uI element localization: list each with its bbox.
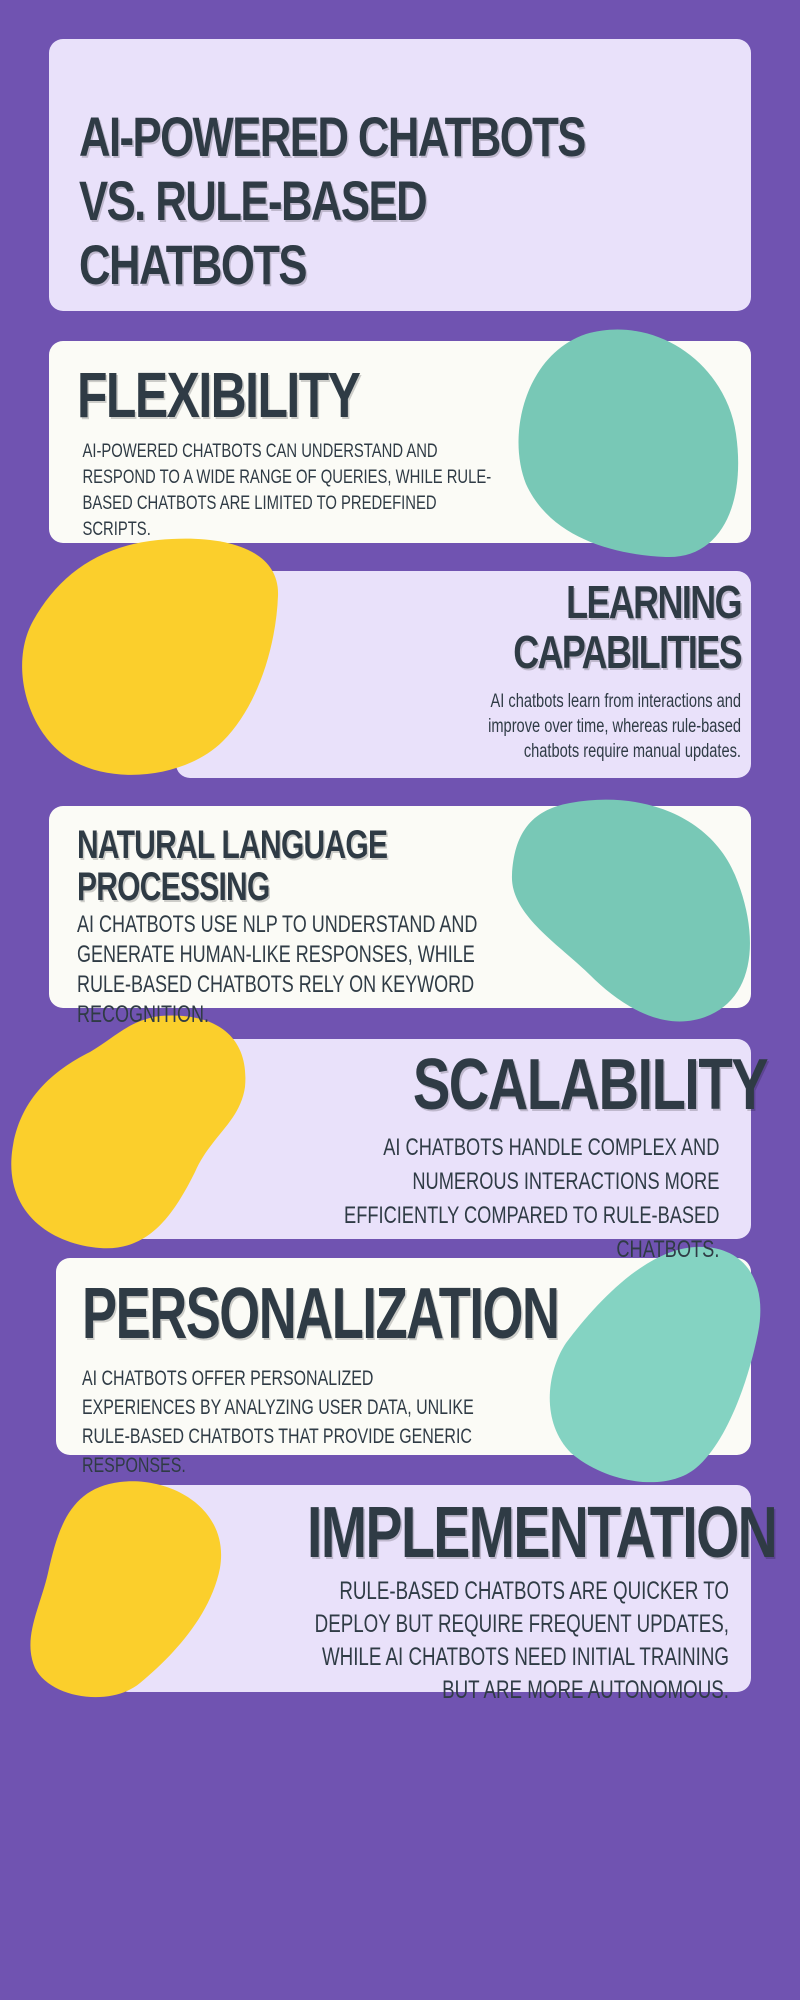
implementation-heading: IMPLEMENTATION [307,1493,778,1573]
implementation-text: RULE-BASED CHATBOTS ARE QUICKER TO DEPLO… [314,1577,729,1704]
yellow-blob [22,538,279,775]
learning-card: LEARNING CAPABILITIES AI chatbots learn … [176,571,751,778]
flexibility-text: AI-POWERED CHATBOTS CAN UNDERSTAND AND R… [82,441,492,540]
scalability-content: SCALABILITY AI CHATBOTS HANDLE COMPLEX A… [167,1049,769,1267]
nlp-card: NATURAL LANGUAGE PROCESSING AI CHATBOTS … [49,806,751,1028]
scalability-heading: SCALABILITY [412,1045,769,1125]
scalability-card: SCALABILITY AI CHATBOTS HANDLE COMPLEX A… [115,1039,769,1263]
teal-blob [511,799,750,1022]
teal-blob [549,1246,761,1483]
implementation-content: IMPLEMENTATION RULE-BASED CHATBOTS ARE Q… [169,1497,778,1707]
flexibility-heading: FLEXIBILITY [77,359,361,431]
learning-content: LEARNING CAPABILITIES AI chatbots learn … [241,576,742,764]
personalization-content: PERSONALIZATION AI CHATBOTS OFFER PERSON… [82,1278,642,1480]
flexibility-card: FLEXIBILITY AI-POWERED CHATBOTS CAN UNDE… [49,341,751,543]
nlp-heading: NATURAL LANGUAGE PROCESSING [77,823,388,909]
nlp-content: NATURAL LANGUAGE PROCESSING AI CHATBOTS … [77,824,637,1030]
learning-heading: LEARNING CAPABILITIES [513,576,742,678]
personalization-heading: PERSONALIZATION [82,1274,560,1354]
yellow-blob [30,1481,222,1698]
learning-text: AI chatbots learn from interactions and … [488,691,741,762]
personalization-text: AI CHATBOTS OFFER PERSONALIZED EXPERIENC… [82,1367,474,1477]
yellow-blob [11,1015,246,1249]
flexibility-content: FLEXIBILITY AI-POWERED CHATBOTS CAN UNDE… [77,363,677,543]
title-card: AI-POWERED CHATBOTS VS. RULE-BASED CHATB… [49,39,751,311]
scalability-text: AI CHATBOTS HANDLE COMPLEX AND NUMEROUS … [344,1134,720,1263]
nlp-text: AI CHATBOTS USE NLP TO UNDERSTAND AND GE… [77,911,478,1028]
implementation-card: IMPLEMENTATION RULE-BASED CHATBOTS ARE Q… [115,1485,778,1704]
teal-blob [518,329,739,558]
page-title: AI-POWERED CHATBOTS VS. RULE-BASED CHATB… [79,105,586,296]
personalization-card: PERSONALIZATION AI CHATBOTS OFFER PERSON… [56,1258,751,1477]
